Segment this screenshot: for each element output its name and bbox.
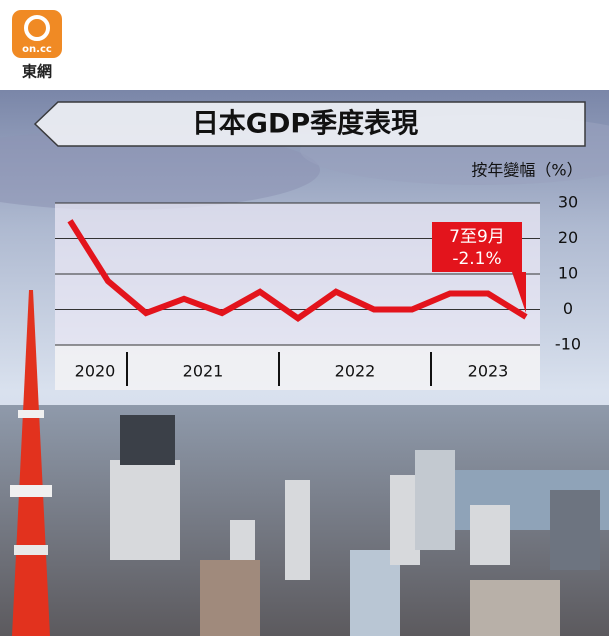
annotation-text: 7至9月	[449, 227, 505, 247]
brand-name: 東網	[22, 63, 52, 81]
y-tick-label: 0	[563, 299, 573, 318]
y-tick-label: -10	[555, 335, 581, 354]
x-axis-band	[55, 345, 540, 390]
y-axis-label: 按年變幅（%）	[471, 161, 582, 180]
chart-title: 日本GDP季度表現	[192, 108, 418, 140]
tower	[10, 290, 52, 636]
logo-ring	[24, 15, 50, 41]
x-tick-label: 2022	[335, 362, 376, 381]
cloud	[0, 130, 320, 210]
x-tick-label: 2021	[183, 362, 224, 381]
data-line	[67, 219, 528, 323]
x-tick-label: 2023	[468, 362, 509, 381]
data-label: -2.1%	[452, 249, 501, 269]
title-banner	[33, 101, 586, 147]
logo-box	[12, 10, 62, 58]
buildings	[110, 415, 600, 636]
y-tick-label: 30	[558, 193, 578, 212]
y-tick-label: 10	[558, 264, 578, 283]
annotation-box	[432, 222, 526, 313]
logo-text: on.cc	[22, 44, 52, 55]
y-tick-label: 20	[558, 228, 578, 247]
x-tick-label: 2020	[75, 362, 116, 381]
